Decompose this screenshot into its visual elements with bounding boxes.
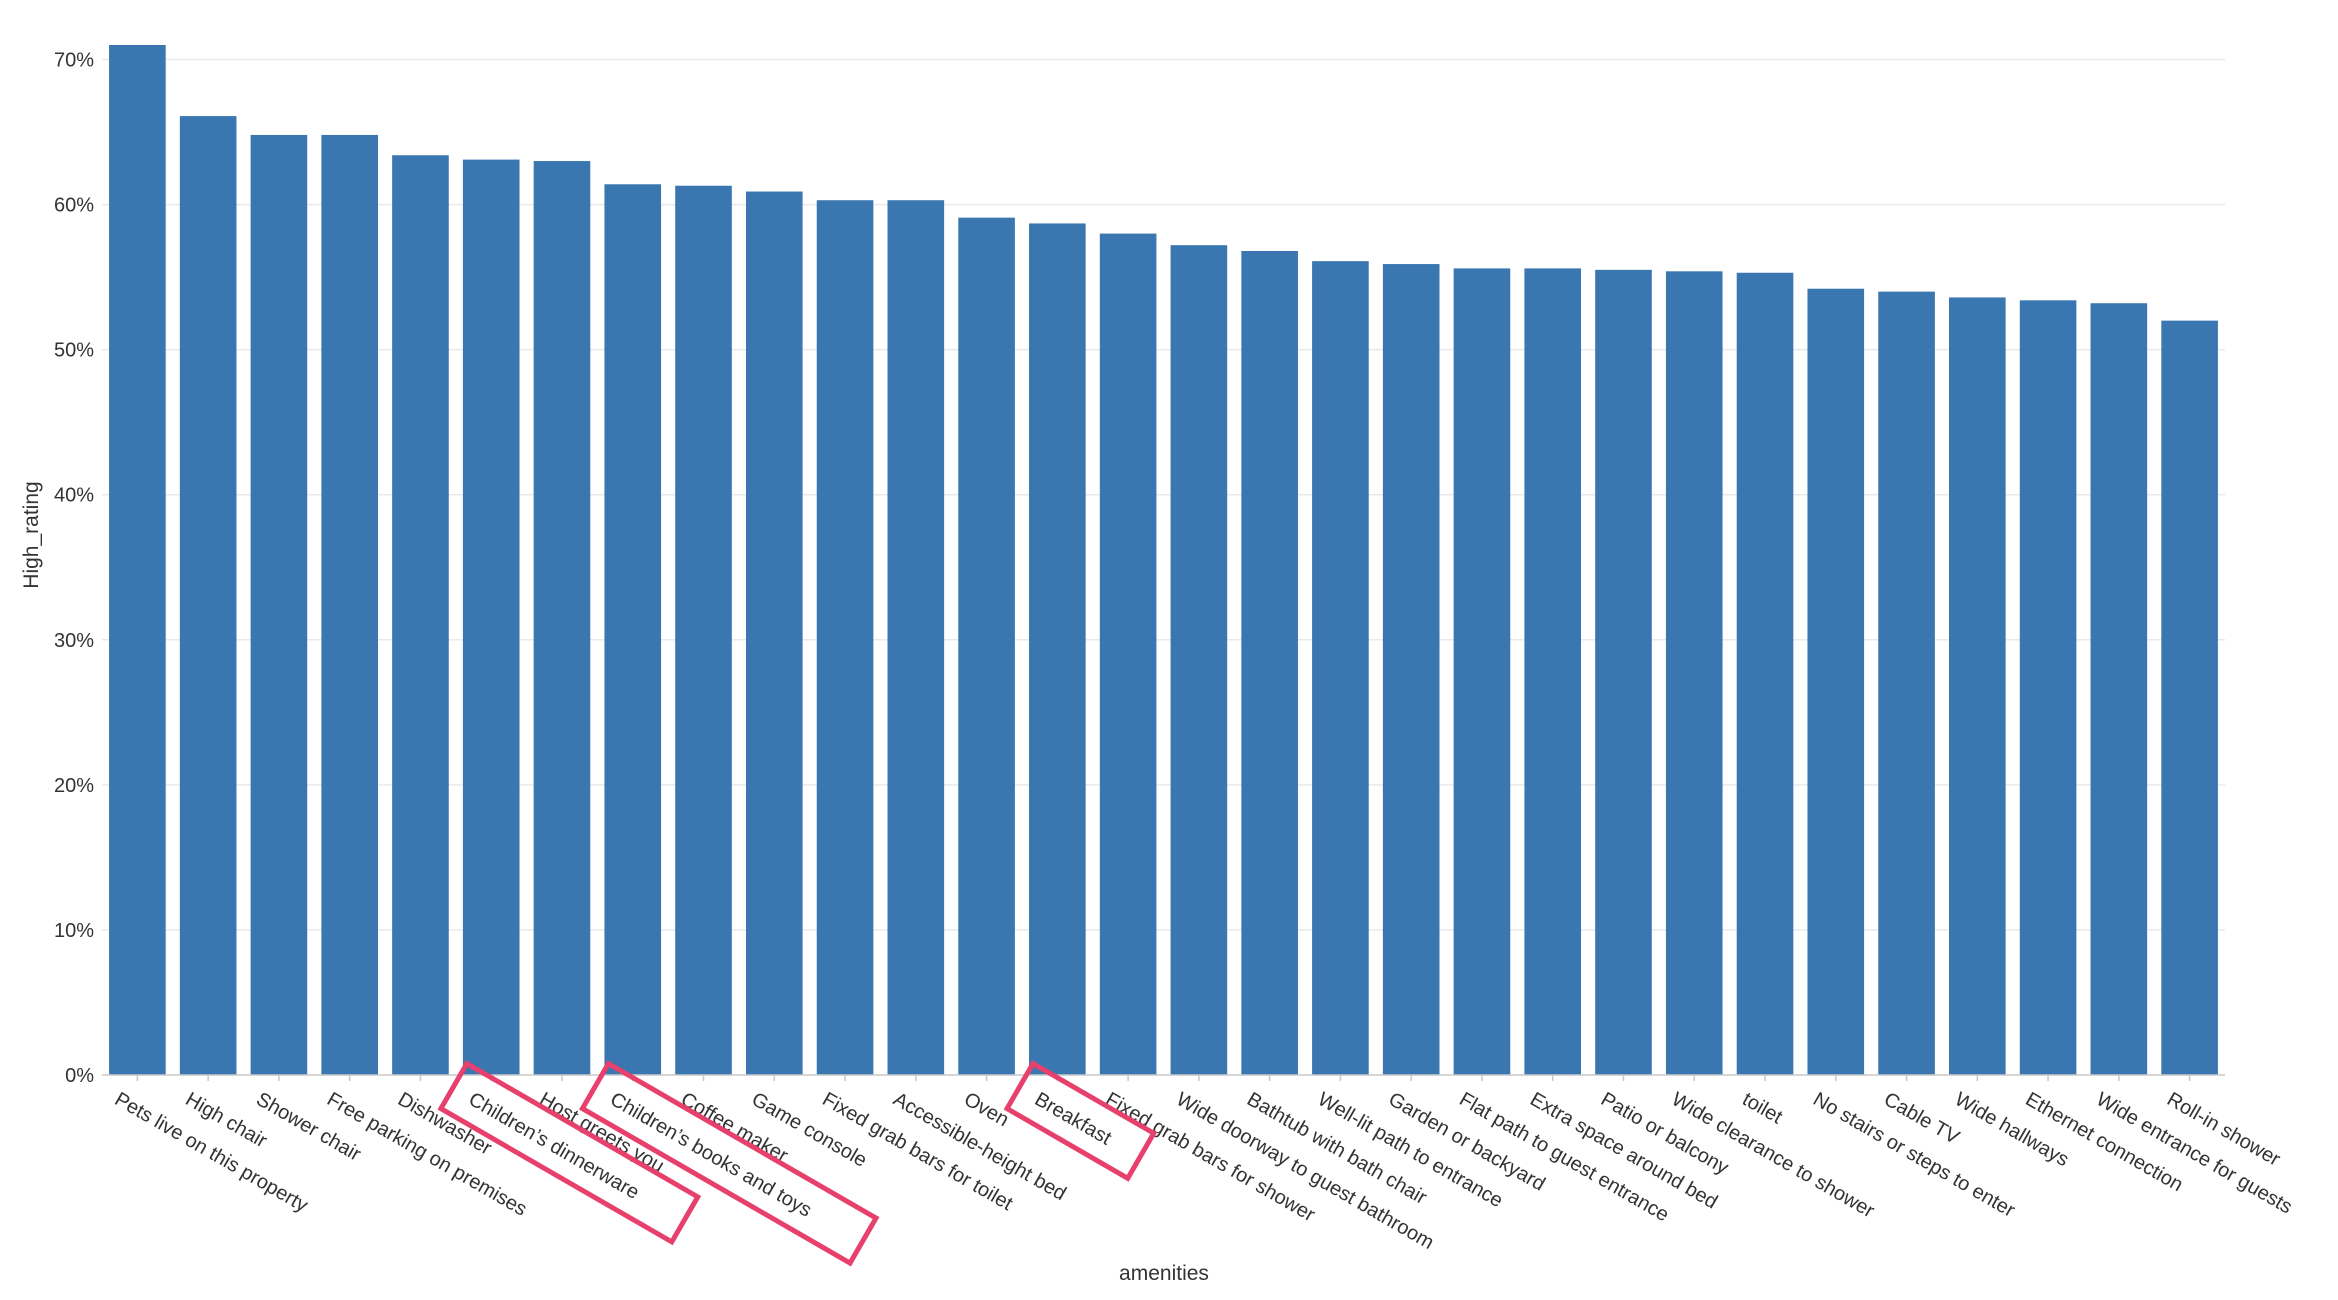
bar (1170, 245, 1228, 1075)
bar (2090, 303, 2148, 1075)
y-tick-label: 50% (54, 340, 94, 362)
bar (958, 217, 1015, 1076)
bar (1665, 271, 1723, 1076)
y-tick-label: 30% (54, 630, 94, 652)
y-tick-label: 0% (65, 1065, 94, 1087)
y-tick-label: 60% (54, 195, 94, 217)
bar (1595, 269, 1652, 1076)
bar (1453, 268, 1511, 1075)
gridlines (102, 58, 2225, 931)
bar (462, 159, 520, 1075)
highlight-box (579, 1060, 880, 1267)
bar (250, 134, 308, 1075)
bar (179, 116, 237, 1075)
x-tick-label: Breakfast (1031, 1088, 1116, 1150)
bar (321, 134, 378, 1075)
y-tick-label: 70% (54, 50, 94, 72)
highlight-box (1003, 1060, 1158, 1182)
bar (604, 184, 662, 1076)
x-axis-title: amenities (1119, 1262, 1209, 1285)
bar (1524, 268, 1582, 1075)
bar (1807, 288, 1865, 1075)
bars (109, 45, 2218, 1076)
bar (1878, 291, 1935, 1075)
bar (1312, 261, 1369, 1076)
y-axis-title: High_rating (20, 481, 43, 588)
bar (1382, 264, 1440, 1075)
y-axis: 0% 10% 20% 30% 40% 50% 60% 70% (54, 50, 94, 1087)
y-tick-label: 40% (54, 485, 94, 507)
bar (1736, 272, 1794, 1075)
bar (887, 200, 945, 1076)
highlight-annotations (437, 1060, 1158, 1267)
bar (109, 45, 166, 1075)
bar (1241, 251, 1298, 1075)
bar (533, 161, 591, 1075)
bar (2019, 300, 2077, 1075)
y-tick-label: 20% (54, 775, 94, 797)
y-tick-label: 10% (54, 920, 94, 942)
bar (675, 185, 732, 1075)
bar (392, 155, 449, 1075)
bar (1099, 233, 1157, 1075)
bar (1029, 223, 1086, 1075)
bar (2161, 320, 2218, 1075)
highlight-box (437, 1060, 702, 1246)
bar (1949, 297, 2006, 1075)
bar (816, 200, 874, 1076)
bar (745, 191, 803, 1076)
x-tick-label: toilet (1739, 1088, 1787, 1128)
